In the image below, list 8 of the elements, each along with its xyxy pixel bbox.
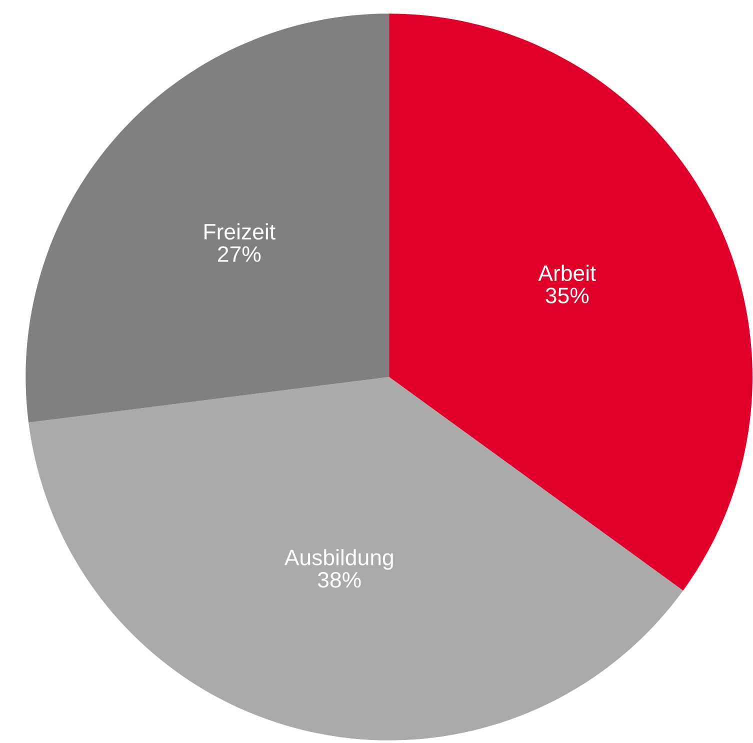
pie-slice — [26, 14, 390, 423]
data-label: 27% — [218, 246, 261, 262]
slice-label: Arbeit — [538, 264, 596, 282]
pie-slice — [28, 377, 684, 740]
data-label: 38% — [318, 572, 361, 588]
slice-label: Freizeit — [204, 223, 276, 240]
slice-label: Ausbildung — [284, 549, 393, 570]
data-label: 35% — [546, 288, 589, 304]
